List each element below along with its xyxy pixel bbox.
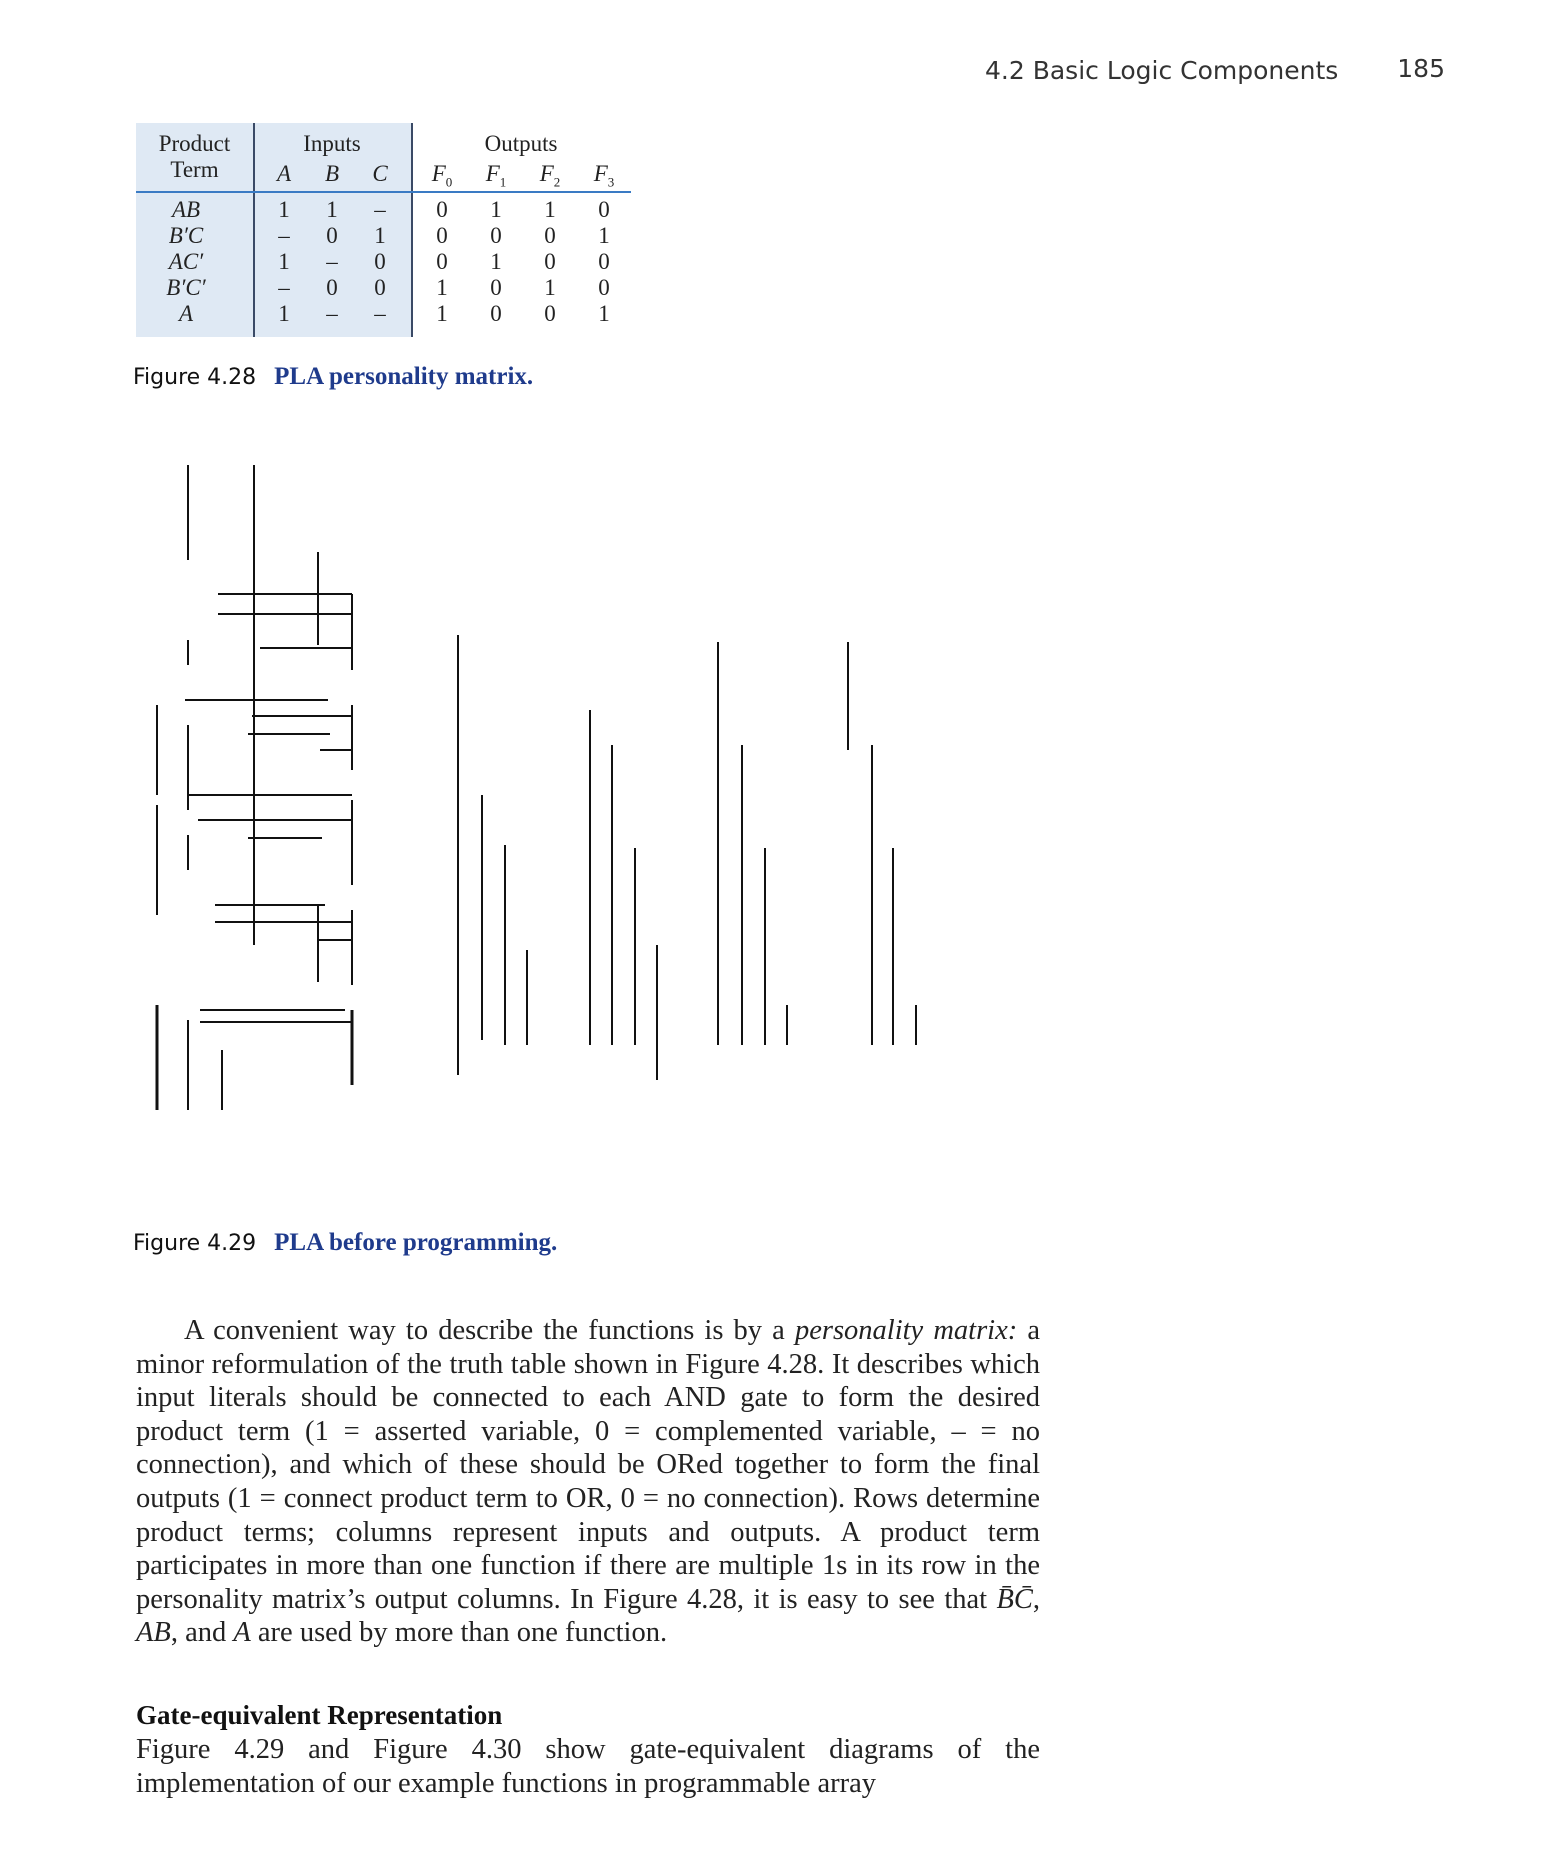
col-f2: F2	[539, 161, 561, 190]
col-f1: F1	[485, 161, 507, 190]
cell: 0	[544, 301, 556, 326]
body-paragraph-2: Figure 4.29 and Figure 4.30 show gate-eq…	[136, 1734, 1040, 1799]
col-f3: F3	[593, 161, 615, 190]
cell: 0	[326, 223, 338, 248]
row-term: AC′	[168, 249, 204, 274]
cell: 0	[374, 275, 386, 300]
cell: 1	[436, 301, 448, 326]
cell: 0	[490, 223, 502, 248]
figure-4-28-caption: Figure 4.28 PLA personality matrix.	[133, 363, 533, 391]
row-term: B′C′	[166, 275, 206, 300]
col-c: C	[372, 161, 388, 186]
header-outputs: Outputs	[484, 131, 558, 156]
cell: 0	[598, 275, 610, 300]
cell: 0	[436, 249, 448, 274]
row-term: AB	[171, 197, 201, 222]
col-f0: F0	[431, 161, 453, 190]
cell: 1	[278, 249, 290, 274]
cell: 0	[436, 197, 448, 222]
cell: 1	[326, 197, 338, 222]
cell: 1	[544, 275, 556, 300]
row-term: A	[178, 301, 194, 326]
cell: 0	[374, 249, 386, 274]
cell: –	[374, 301, 386, 326]
cell: 1	[544, 197, 556, 222]
figure-number: Figure 4.28	[133, 365, 257, 390]
cell: 0	[490, 301, 502, 326]
cell: 0	[598, 197, 610, 222]
cell: 0	[490, 275, 502, 300]
cell: –	[278, 275, 290, 300]
col-b: B	[324, 161, 340, 186]
cell: 0	[544, 249, 556, 274]
body-paragraph: A convenient way to describe the functio…	[136, 1315, 1040, 1649]
cell: 1	[490, 249, 502, 274]
cell: 1	[598, 223, 610, 248]
header-product: Product	[158, 131, 231, 156]
cell: –	[326, 249, 338, 274]
cell: –	[374, 197, 386, 222]
cell: 0	[326, 275, 338, 300]
cell: 1	[436, 275, 448, 300]
cell: 0	[598, 249, 610, 274]
cell: 1	[278, 197, 290, 222]
cell: 1	[278, 301, 290, 326]
cell: –	[326, 301, 338, 326]
header-inputs: Inputs	[303, 131, 361, 156]
header-term: Term	[170, 157, 219, 182]
running-header: 4.2 Basic Logic Components 185	[985, 52, 1445, 92]
cell: 0	[544, 223, 556, 248]
row-term: B′C	[168, 223, 204, 248]
figure-number: Figure 4.29	[133, 1231, 257, 1256]
figure-title: PLA personality matrix.	[274, 363, 534, 390]
col-a: A	[276, 161, 292, 186]
personality-matrix-table: Product Term Inputs Outputs A B C F0 F1 …	[136, 123, 631, 337]
cell: –	[278, 223, 290, 248]
figure-title: PLA before programming.	[274, 1229, 558, 1256]
figure-4-29-caption: Figure 4.29 PLA before programming.	[133, 1229, 557, 1257]
cell: 0	[436, 223, 448, 248]
cell: 1	[374, 223, 386, 248]
cell: 1	[490, 197, 502, 222]
section-title: 4.2 Basic Logic Components	[985, 56, 1339, 85]
cell: 1	[598, 301, 610, 326]
page-number: 185	[1397, 54, 1445, 83]
section-heading: Gate-equivalent Representation	[136, 1700, 503, 1730]
